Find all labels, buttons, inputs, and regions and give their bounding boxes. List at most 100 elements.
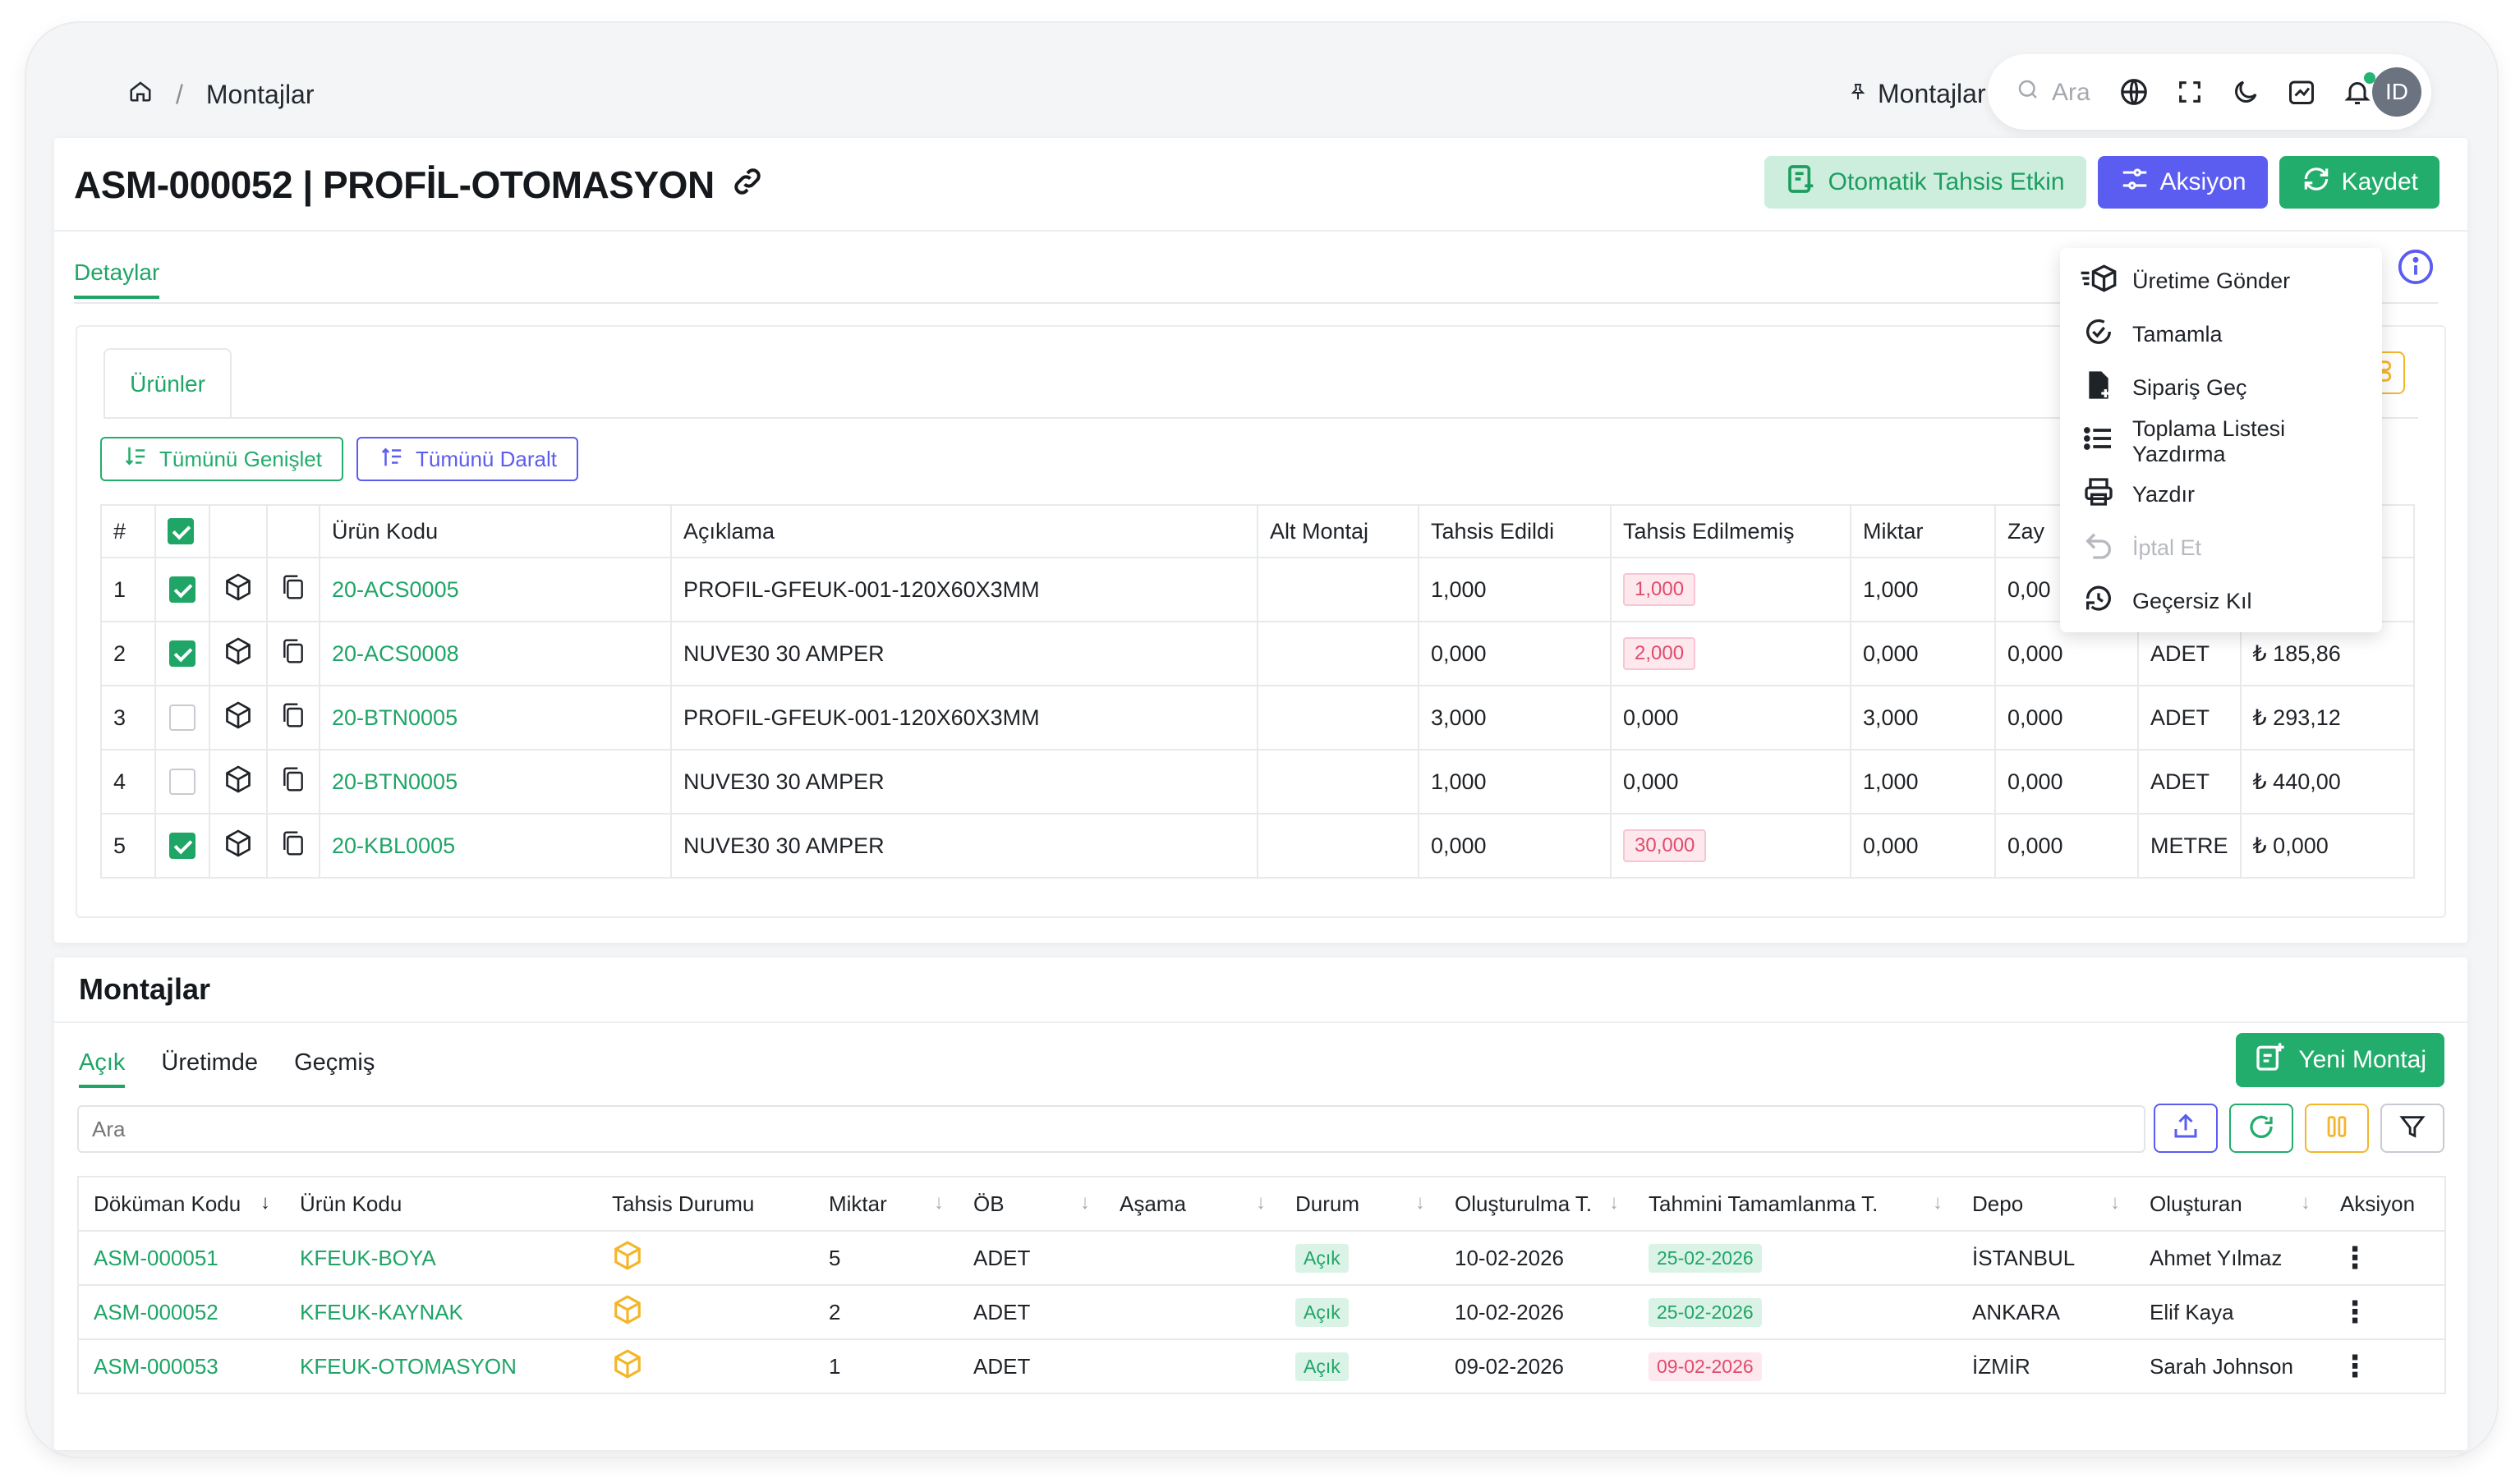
row-copy-cell[interactable] [266,621,320,686]
copy-icon[interactable] [280,766,306,799]
auto-allocate-button[interactable]: Otomatik Tahsis Etkin [1764,156,2086,209]
package-box-icon[interactable] [223,572,253,607]
assembly-row[interactable]: ASM-000053 KFEUK-OTOMASYON 1 ADET Açık 09-02-… [78,1339,2445,1394]
col-depot[interactable]: Depo ↓ [1957,1177,2135,1232]
row-box-cell[interactable] [209,813,268,879]
activity-chart-icon[interactable] [2285,76,2318,108]
tab-details[interactable]: Detaylar [74,259,160,299]
sort-icon[interactable]: ↓ [1609,1191,1619,1214]
fullscreen-icon[interactable] [2173,76,2206,108]
pinned-page[interactable]: Montajlar [1848,79,1986,109]
export-button[interactable] [2154,1104,2218,1153]
sort-icon[interactable]: ↓ [1080,1191,1090,1214]
copy-link-icon[interactable] [731,163,764,207]
col-creator[interactable]: Oluşturan ↓ [2135,1177,2325,1232]
assembly-row[interactable]: ASM-000051 KFEUK-BOYA 5 ADET Açık 10-02-2026 2… [78,1231,2445,1286]
filter-button[interactable] [2380,1104,2444,1153]
col-allocation-status[interactable]: Tahsis Durumu [597,1177,814,1232]
row-select-cell[interactable] [154,621,210,686]
row-copy-cell[interactable] [266,813,320,879]
sort-icon[interactable]: ↓ [934,1191,944,1214]
select-all-checkbox[interactable] [168,518,194,545]
row-copy-cell[interactable] [266,557,320,622]
menu-item-print-picking-list[interactable]: Toplama Listesi Yazdırma [2060,415,2382,468]
doc-code-link[interactable]: ASM-000052 [78,1285,285,1340]
row-checkbox[interactable] [169,640,195,668]
copy-icon[interactable] [280,638,306,671]
product-code-link[interactable]: KFEUK-BOYA [285,1231,597,1286]
col-allocated[interactable]: Tahsis Edildi [1418,504,1612,558]
row-box-cell[interactable] [209,685,268,750]
col-quantity[interactable]: Miktar [1850,504,1996,558]
sort-down-icon[interactable]: ↓ [260,1191,270,1214]
menu-item-print[interactable]: Yazdır [2060,468,2382,521]
package-box-icon[interactable] [223,829,253,863]
row-box-cell[interactable] [209,621,268,686]
copy-icon[interactable] [280,702,306,735]
col-status[interactable]: Durum ↓ [1281,1177,1440,1232]
sort-icon[interactable]: ↓ [2301,1191,2311,1214]
product-row[interactable]: 4 20-BTN0005 NUVE30 30 AMPER 1,000 0,000 1,00… [100,749,2415,815]
refresh-button[interactable] [2229,1104,2293,1153]
user-avatar[interactable]: ID [2372,67,2421,117]
col-product-code[interactable]: Ürün Kodu [285,1177,597,1232]
sort-icon[interactable]: ↓ [1415,1191,1425,1214]
tab-history[interactable]: Geçmiş [294,1049,375,1076]
new-assembly-button[interactable]: Yeni Montaj [2236,1033,2444,1087]
package-box-icon[interactable] [223,700,253,735]
doc-code-link[interactable]: ASM-000053 [78,1339,285,1394]
menu-item-complete[interactable]: Tamamla [2060,308,2382,361]
sort-icon[interactable]: ↓ [1256,1191,1266,1214]
col-quantity[interactable]: Miktar ↓ [814,1177,959,1232]
expand-all-button[interactable]: Tümünü Genişlet [100,437,343,481]
product-code-link[interactable]: 20-KBL0005 [319,813,672,879]
info-icon[interactable] [2397,248,2435,290]
row-box-cell[interactable] [209,557,268,622]
global-search[interactable]: Ara [2016,77,2090,108]
row-checkbox[interactable] [169,576,195,604]
menu-item-send-to-production[interactable]: Üretime Gönder [2060,255,2382,308]
tab-in-production[interactable]: Üretimde [161,1049,259,1076]
col-unallocated[interactable]: Tahsis Edilmemiş [1610,504,1851,558]
dark-mode-moon-icon[interactable] [2229,76,2262,108]
col-product-code[interactable]: Ürün Kodu [319,504,672,558]
row-copy-cell[interactable] [266,749,320,815]
col-unit[interactable]: ÖB ↓ [959,1177,1105,1232]
product-code-link[interactable]: KFEUK-OTOMASYON [285,1339,597,1394]
assemblies-search-input[interactable] [77,1105,2145,1153]
more-vertical-icon[interactable]: ⋮ [2340,1348,2370,1383]
row-select-cell[interactable] [154,813,210,879]
package-box-icon[interactable] [223,764,253,799]
more-vertical-icon[interactable]: ⋮ [2340,1240,2370,1274]
col-description[interactable]: Açıklama [670,504,1258,558]
col-sub-assembly[interactable]: Alt Montaj [1257,504,1419,558]
language-globe-icon[interactable] [2118,76,2150,108]
row-select-cell[interactable] [154,685,210,750]
product-row[interactable]: 5 20-KBL0005 NUVE30 30 AMPER 0,000 30,000 0,0… [100,813,2415,879]
home-icon[interactable] [128,79,153,110]
col-created[interactable]: Oluşturulma T. ↓ [1440,1177,1634,1232]
doc-code-link[interactable]: ASM-000051 [78,1231,285,1286]
copy-icon[interactable] [280,830,306,863]
package-box-icon[interactable] [223,636,253,671]
row-checkbox[interactable] [169,705,195,732]
row-checkbox[interactable] [169,833,195,860]
col-doc-code[interactable]: Döküman Kodu ↓ [78,1177,285,1232]
action-menu-button[interactable]: Aksiyon [2097,156,2268,209]
row-checkbox[interactable] [169,769,195,796]
row-copy-cell[interactable] [266,685,320,750]
collapse-all-button[interactable]: Tümünü Daralt [356,437,578,481]
product-row[interactable]: 3 20-BTN0005 PROFIL-GFEUK-001-120X60X3MM 3,… [100,685,2415,750]
product-code-link[interactable]: 20-BTN0005 [319,685,672,750]
product-code-link[interactable]: 20-BTN0005 [319,749,672,815]
product-code-link[interactable]: 20-ACS0005 [319,557,672,622]
subtab-products[interactable]: Ürünler [103,348,232,419]
save-button[interactable]: Kaydet [2279,156,2440,209]
sort-icon[interactable]: ↓ [2110,1191,2120,1214]
col-select-all[interactable] [154,504,210,558]
assembly-row[interactable]: ASM-000052 KFEUK-KAYNAK 2 ADET Açık 10-02-202… [78,1285,2445,1340]
menu-item-place-order[interactable]: Sipariş Geç [2060,361,2382,415]
col-stage[interactable]: Aşama ↓ [1105,1177,1281,1232]
copy-icon[interactable] [280,574,306,607]
product-code-link[interactable]: 20-ACS0008 [319,621,672,686]
